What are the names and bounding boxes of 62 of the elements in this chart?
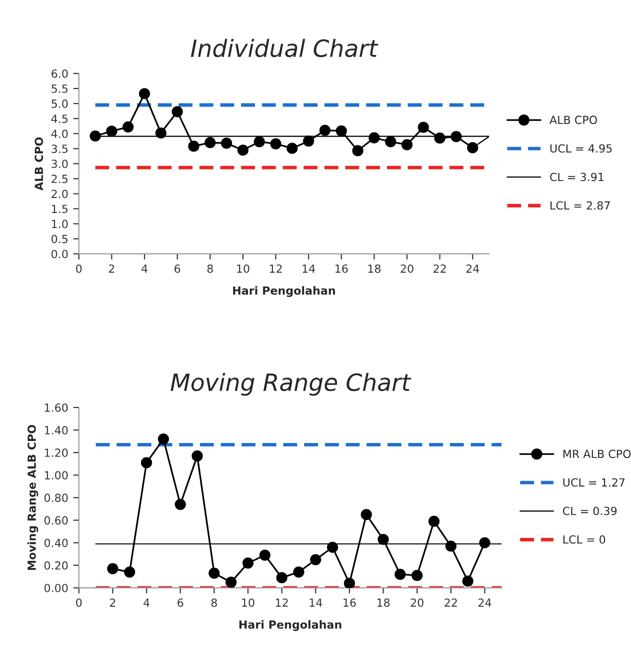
x-tick-label: 16 — [336, 264, 348, 273]
y-tick-label: 1.5 — [52, 204, 68, 214]
y-axis-title: Moving Range ALB CPO — [27, 424, 38, 570]
legend-label: CL = 3.91 — [550, 172, 604, 182]
x-axis-title: Hari Pengolahan — [239, 620, 342, 631]
y-tick-label: 0.80 — [44, 494, 68, 502]
legend-label: LCL = 2.87 — [550, 201, 610, 210]
y-tick-label: 5.0 — [52, 100, 68, 108]
chart-title: Moving Range Chart — [170, 372, 412, 396]
x-tick-label: 14 — [310, 598, 322, 607]
legend-label: UCL = 1.27 — [563, 478, 625, 487]
y-tick-label: 5.5 — [52, 84, 68, 93]
y-tick-label: 1.40 — [44, 426, 68, 434]
x-tick-label: 22 — [434, 264, 446, 273]
x-tick-label: 0 — [76, 598, 82, 607]
legend-label: ALB CPO — [550, 116, 597, 124]
x-tick-label: 8 — [211, 598, 217, 607]
y-tick-label: 2.5 — [52, 174, 68, 184]
x-tick-label: 6 — [174, 264, 180, 273]
y-tick-label: 0.20 — [44, 561, 68, 570]
x-tick-label: 2 — [108, 264, 114, 273]
y-tick-label: 1.20 — [44, 448, 68, 457]
x-tick-label: 18 — [377, 598, 390, 607]
legend-label: UCL = 4.95 — [550, 144, 612, 153]
x-tick-label: 10 — [237, 264, 250, 273]
x-tick-label: 8 — [207, 264, 213, 273]
legend-label: LCL = 0 — [563, 535, 606, 544]
y-tick-label: 4.0 — [51, 130, 68, 138]
y-tick-label: 3.0 — [52, 160, 68, 168]
x-axis-title: Hari Pengolahan — [233, 286, 335, 297]
y-tick-label: 0.00 — [44, 584, 68, 592]
x-tick-label: 22 — [444, 598, 457, 607]
chart-title: Individual Chart — [190, 38, 378, 58]
y-tick-label: 0.0 — [52, 250, 68, 258]
x-tick-label: 2 — [110, 598, 116, 607]
x-tick-label: 12 — [276, 598, 288, 607]
y-tick-label: 0.60 — [44, 516, 68, 525]
x-tick-label: 4 — [144, 598, 150, 607]
y-tick-label: 2.0 — [52, 190, 68, 198]
y-tick-label: 1.0 — [52, 220, 68, 228]
y-tick-label: 1.00 — [44, 471, 68, 480]
y-tick-label: 4.5 — [51, 114, 68, 123]
x-tick-label: 0 — [76, 264, 82, 273]
x-tick-label: 4 — [142, 264, 148, 273]
x-tick-label: 18 — [368, 264, 380, 273]
x-tick-label: 20 — [410, 598, 424, 607]
y-tick-label: 3.5 — [52, 144, 68, 154]
x-tick-label: 24 — [478, 598, 492, 607]
x-tick-label: 6 — [178, 598, 184, 607]
x-tick-label: 20 — [400, 264, 414, 273]
legend-label: MR ALB CPO — [563, 450, 631, 458]
x-tick-label: 14 — [302, 264, 316, 273]
x-tick-label: 24 — [466, 264, 480, 273]
y-tick-label: 1.60 — [44, 403, 68, 412]
y-tick-label: 6.0 — [52, 69, 68, 78]
y-axis-title: ALB CPO — [34, 137, 44, 190]
x-tick-label: 12 — [270, 264, 282, 273]
legend-label: CL = 0.39 — [562, 506, 617, 516]
y-tick-label: 0.40 — [44, 538, 68, 548]
y-tick-label: 0.5 — [52, 234, 68, 244]
x-tick-label: 16 — [344, 598, 356, 607]
x-tick-label: 10 — [242, 598, 254, 607]
